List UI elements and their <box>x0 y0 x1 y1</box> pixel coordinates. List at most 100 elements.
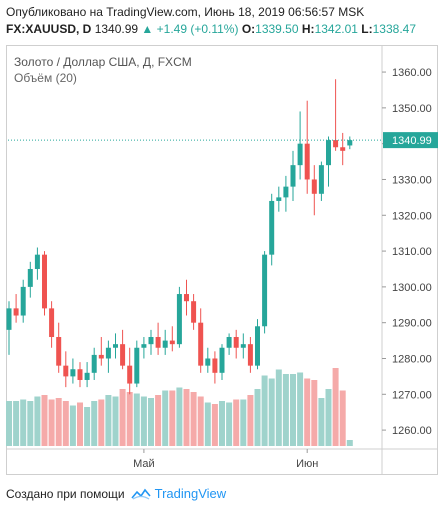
low-value: 1338.47 <box>372 22 417 36</box>
high-value: 1342.01 <box>314 22 358 36</box>
y-tick-label: 1280.00 <box>392 353 432 365</box>
candle-body <box>176 294 182 345</box>
candle-body <box>333 140 339 148</box>
volume-bar <box>148 398 154 446</box>
volume-bar <box>91 401 98 446</box>
x-tick-label: Июн <box>296 458 318 470</box>
volume-bar <box>105 395 112 446</box>
volume-bar <box>20 399 27 446</box>
volume-bar <box>219 401 225 446</box>
candle-body <box>297 143 303 166</box>
chart-frame <box>6 45 438 475</box>
last-price-label: 1340.99 <box>392 135 432 147</box>
candle-body <box>134 347 140 384</box>
price-value: 1340.99 <box>94 22 139 36</box>
candle-body <box>105 347 111 359</box>
candle-body <box>155 337 161 348</box>
volume-bar <box>290 374 296 446</box>
volume-bar <box>48 399 55 446</box>
candle-body <box>311 179 317 194</box>
volume-bar <box>6 401 12 446</box>
volume-bar <box>183 389 190 446</box>
axis-layer: 1260.00 1270.00 1280.00 1290.00 1300.00 1310.… <box>7 46 438 474</box>
volume-bar <box>339 390 346 446</box>
open-value: 1339.50 <box>255 22 299 36</box>
candle-body <box>63 365 69 377</box>
tradingview-brand-link[interactable]: TradingView <box>154 486 227 501</box>
candle-body <box>205 358 211 366</box>
volume-bar <box>34 396 41 446</box>
volume-bar <box>311 380 318 446</box>
candle-body <box>162 340 168 348</box>
candle-body <box>91 354 97 373</box>
volume-bar <box>62 401 69 446</box>
candle-body <box>13 308 19 316</box>
volume-bar <box>318 398 325 446</box>
candle-body <box>20 286 26 316</box>
candle-body <box>212 358 218 373</box>
volume-bar <box>197 396 204 446</box>
series-legend-title: Золото / Доллар США, Д, FXCM <box>14 55 192 69</box>
candle-body <box>283 186 289 198</box>
candle-body <box>98 354 104 359</box>
volume-bar <box>84 407 91 446</box>
candle-body <box>169 340 175 345</box>
volume-bar <box>325 389 332 446</box>
volume-bar <box>126 392 133 446</box>
open-label: O: <box>241 22 256 36</box>
volume-bar <box>133 393 140 446</box>
y-tick-label: 1330.00 <box>392 174 432 186</box>
candle-body <box>120 344 126 366</box>
volume-bar <box>240 399 247 446</box>
candle-layer <box>6 79 353 395</box>
high-label: H: <box>301 22 315 36</box>
volume-legend: Объём (20) <box>14 71 77 85</box>
volume-bar <box>27 401 34 446</box>
volume-bar <box>176 387 183 446</box>
candle-body <box>191 301 197 323</box>
candle-body <box>269 200 275 255</box>
volume-bar <box>13 401 20 446</box>
volume-bar <box>41 395 48 446</box>
candle-body <box>70 369 76 377</box>
candle-body <box>77 369 83 380</box>
candle-body <box>56 337 62 366</box>
candle-body <box>326 140 331 166</box>
candle-body <box>34 254 40 269</box>
candle-body <box>49 308 55 338</box>
volume-bar <box>247 395 254 446</box>
volume-bar <box>233 399 240 446</box>
candle-body <box>318 165 324 194</box>
y-tick-label: 1270.00 <box>392 389 432 401</box>
volume-bar <box>155 395 162 446</box>
volume-bar <box>211 404 218 446</box>
y-tick-label: 1350.00 <box>392 103 432 115</box>
volume-bar <box>346 440 353 446</box>
tradingview-cloud-icon <box>131 488 151 500</box>
candle-body <box>127 365 133 384</box>
volume-layer <box>6 368 353 446</box>
volume-bar <box>190 392 197 446</box>
candle-body <box>276 197 282 201</box>
candle-body <box>219 347 225 373</box>
candle-body <box>290 165 296 187</box>
candle-body <box>247 344 253 366</box>
candle-body <box>347 140 353 146</box>
candle-body <box>240 344 246 348</box>
last-price-badge <box>383 132 438 149</box>
candle-body <box>233 337 239 348</box>
volume-bar <box>169 390 176 446</box>
candle-body <box>262 254 268 327</box>
candle-body <box>84 372 90 380</box>
volume-bar <box>275 369 282 446</box>
volume-bar <box>226 402 233 446</box>
change-value: ▲ +1.49 (+0.11%) <box>141 22 239 36</box>
y-tick-label: 1300.00 <box>392 282 432 294</box>
candle-body <box>113 344 118 348</box>
volume-bar <box>69 405 76 446</box>
y-tick-label: 1260.00 <box>392 425 432 437</box>
volume-bar <box>55 398 62 446</box>
footer: Создано при помощи TradingView <box>6 486 226 501</box>
candle-body <box>184 294 189 302</box>
